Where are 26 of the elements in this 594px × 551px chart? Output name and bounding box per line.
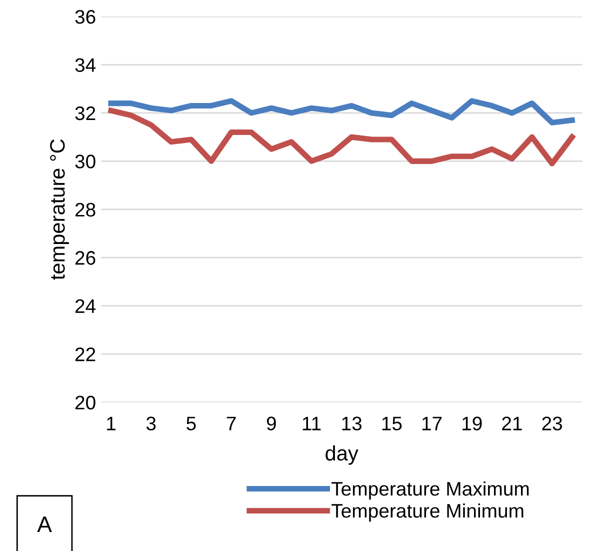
- legend-label: Temperature Maximum: [332, 481, 529, 500]
- x-tick-label: 7: [226, 416, 236, 430]
- x-tick-label: 5: [186, 416, 196, 430]
- x-tick-label: 19: [462, 416, 482, 430]
- y-tick-label: 28: [75, 202, 96, 217]
- legend-label: Temperature Minimum: [332, 503, 524, 522]
- y-tick-label: 36: [75, 10, 96, 24]
- y-tick-label: 34: [75, 58, 96, 72]
- x-tick-label: 21: [502, 416, 522, 430]
- x-tick-label: 17: [422, 416, 442, 430]
- y-axis-title: temperature °C: [50, 139, 69, 280]
- y-tick-label: 30: [75, 154, 96, 168]
- x-axis-title: day: [326, 445, 358, 465]
- text: A: [37, 516, 52, 532]
- x-tick-label: 1: [107, 416, 116, 430]
- y-tick-label: 22: [75, 347, 96, 362]
- x-tick-label: 23: [542, 416, 562, 430]
- x-tick-label: 13: [342, 416, 362, 430]
- x-tick-label: 15: [382, 416, 402, 430]
- y-tick-label: 32: [75, 106, 96, 120]
- x-tick-label: 3: [146, 416, 156, 430]
- y-tick-label: 20: [75, 396, 96, 410]
- y-tick-label: 26: [75, 251, 96, 265]
- x-tick-label: 11: [302, 416, 321, 430]
- x-tick-label: 9: [266, 416, 276, 430]
- y-tick-label: 24: [75, 299, 96, 313]
